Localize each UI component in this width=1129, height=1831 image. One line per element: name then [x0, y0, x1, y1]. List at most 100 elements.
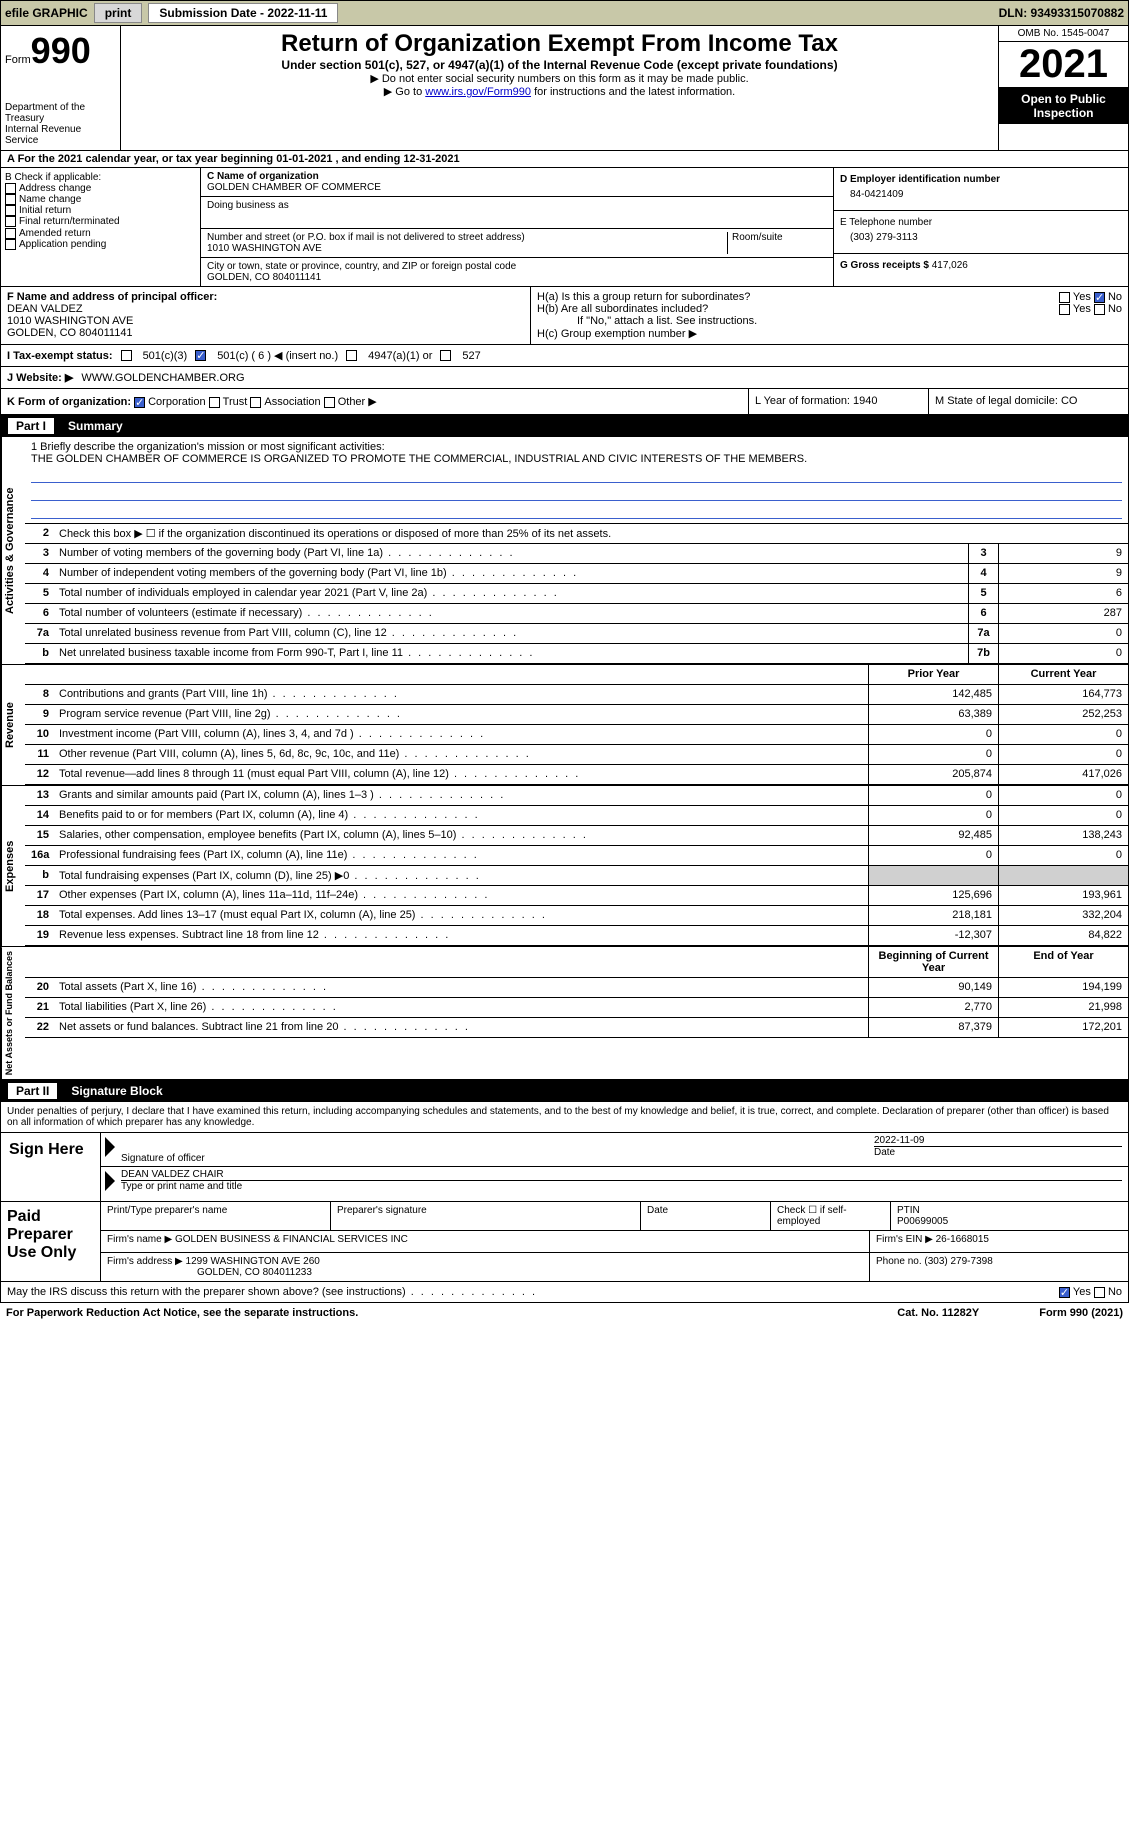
discuss-no[interactable]	[1094, 1287, 1105, 1298]
data-row: bTotal fundraising expenses (Part IX, co…	[25, 866, 1128, 886]
irs-link[interactable]: www.irs.gov/Form990	[425, 86, 531, 98]
tax-year: 2021	[999, 42, 1128, 88]
sig-name: DEAN VALDEZ CHAIR	[121, 1169, 1122, 1180]
c-name-row: C Name of organization GOLDEN CHAMBER OF…	[201, 168, 833, 197]
part2-title: Signature Block	[71, 1084, 162, 1098]
data-row: 8Contributions and grants (Part VIII, li…	[25, 685, 1128, 705]
section-fgh: F Name and address of principal officer:…	[0, 287, 1129, 345]
b-opt-3: Final return/terminated	[5, 216, 196, 227]
vtab-activities: Activities & Governance	[1, 437, 25, 664]
dept-treasury: Department of the Treasury	[5, 102, 116, 124]
print-button[interactable]: print	[94, 3, 143, 23]
discuss-yes[interactable]	[1059, 1287, 1070, 1298]
mission-box: 1 Briefly describe the organization's mi…	[25, 437, 1128, 524]
part1-label: Part I	[8, 418, 54, 434]
hb-no[interactable]	[1094, 304, 1105, 315]
officer-name: DEAN VALDEZ	[7, 303, 524, 315]
preparer-grid: Paid Preparer Use Only Print/Type prepar…	[0, 1202, 1129, 1282]
expenses-section: Expenses 13Grants and similar amounts pa…	[0, 786, 1129, 947]
activities-section: Activities & Governance 1 Briefly descri…	[0, 437, 1129, 665]
prep-h2: Preparer's signature	[331, 1202, 641, 1230]
data-row: 21Total liabilities (Part X, line 26)2,7…	[25, 998, 1128, 1018]
row-a: A For the 2021 calendar year, or tax yea…	[0, 151, 1129, 168]
website: WWW.GOLDENCHAMBER.ORG	[81, 372, 244, 384]
header-right: OMB No. 1545-0047 2021 Open to Public In…	[998, 26, 1128, 150]
chk-assoc[interactable]	[250, 397, 261, 408]
vtab-expenses: Expenses	[1, 786, 25, 946]
ha-yes[interactable]	[1059, 292, 1070, 303]
subdate-label: Submission Date -	[159, 6, 267, 20]
chk-501c[interactable]	[195, 350, 206, 361]
firm-addr-label: Firm's address ▶	[107, 1256, 186, 1267]
part1-title: Summary	[68, 419, 123, 433]
activity-row: 2Check this box ▶ ☐ if the organization …	[25, 524, 1128, 544]
sig-officer-label: Signature of officer	[115, 1133, 868, 1166]
dba-label: Doing business as	[207, 200, 827, 211]
checkbox-final[interactable]	[5, 216, 16, 227]
chk-trust[interactable]	[209, 397, 220, 408]
netassets-section: Net Assets or Fund Balances Beginning of…	[0, 947, 1129, 1080]
form-number: 990	[31, 30, 91, 71]
gross-value: 417,026	[932, 260, 968, 271]
form-title: Return of Organization Exempt From Incom…	[125, 30, 994, 58]
firm-ein-label: Firm's EIN ▶	[876, 1234, 936, 1245]
d-gross-row: G Gross receipts $ 417,026	[834, 254, 1128, 277]
prep-h1: Print/Type preparer's name	[101, 1202, 331, 1230]
preparer-label: Paid Preparer Use Only	[1, 1202, 101, 1281]
firm-addr2: GOLDEN, CO 804011233	[107, 1267, 863, 1278]
addr-label: Number and street (or P.O. box if mail i…	[207, 232, 727, 243]
data-row: 20Total assets (Part X, line 16)90,14919…	[25, 978, 1128, 998]
mission-text: THE GOLDEN CHAMBER OF COMMERCE IS ORGANI…	[31, 453, 1122, 465]
topbar: efile GRAPHIC print Submission Date - 20…	[0, 0, 1129, 26]
checkbox-amended[interactable]	[5, 228, 16, 239]
checkbox-initial[interactable]	[5, 205, 16, 216]
efile-label: efile GRAPHIC	[5, 6, 88, 20]
chk-corp[interactable]	[134, 397, 145, 408]
dln: DLN: 93493315070882	[999, 6, 1124, 20]
hb-note: If "No," attach a list. See instructions…	[537, 315, 1122, 327]
c-city-row: City or town, state or province, country…	[201, 258, 833, 286]
footer: For Paperwork Reduction Act Notice, see …	[0, 1303, 1129, 1323]
mission-q: 1 Briefly describe the organization's mi…	[31, 441, 1122, 453]
firm-ein: 26-1668015	[936, 1234, 989, 1245]
data-row: 15Salaries, other compensation, employee…	[25, 826, 1128, 846]
j-label: J Website: ▶	[7, 371, 73, 384]
row-klm: K Form of organization: Corporation Trus…	[0, 389, 1129, 415]
k-section: K Form of organization: Corporation Trus…	[1, 389, 748, 414]
org-name: GOLDEN CHAMBER OF COMMERCE	[207, 182, 827, 193]
org-city: GOLDEN, CO 804011141	[207, 272, 827, 283]
hc-label: H(c) Group exemption number ▶	[537, 327, 1122, 340]
paperwork-notice: For Paperwork Reduction Act Notice, see …	[6, 1307, 358, 1319]
form-subtitle: Under section 501(c), 527, or 4947(a)(1)…	[125, 58, 994, 72]
data-row: 9Program service revenue (Part VIII, lin…	[25, 705, 1128, 725]
hb-yes[interactable]	[1059, 304, 1070, 315]
revenue-section: Revenue Prior Year Current Year 8Contrib…	[0, 665, 1129, 786]
checkbox-name[interactable]	[5, 194, 16, 205]
chk-other[interactable]	[324, 397, 335, 408]
row-j: J Website: ▶ WWW.GOLDENCHAMBER.ORG	[0, 367, 1129, 389]
activity-row: 7aTotal unrelated business revenue from …	[25, 624, 1128, 644]
ha-no[interactable]	[1094, 292, 1105, 303]
chk-527[interactable]	[440, 350, 451, 361]
sig-arrow-2	[101, 1167, 115, 1201]
vtab-revenue: Revenue	[1, 665, 25, 785]
k-label: K Form of organization:	[7, 396, 131, 408]
d-ein-row: D Employer identification number 84-0421…	[834, 168, 1128, 211]
prior-year-header: Prior Year	[868, 665, 998, 684]
d-phone-row: E Telephone number (303) 279-3113	[834, 211, 1128, 254]
activity-row: 6Total number of volunteers (estimate if…	[25, 604, 1128, 624]
b-opt-1: Name change	[5, 194, 196, 205]
sig-arrow-1	[101, 1133, 115, 1166]
checkbox-address[interactable]	[5, 183, 16, 194]
part2-header: Part II Signature Block	[0, 1080, 1129, 1102]
data-row: 10Investment income (Part VIII, column (…	[25, 725, 1128, 745]
chk-501c3[interactable]	[121, 350, 132, 361]
note2-pre: ▶ Go to	[384, 86, 425, 98]
col-header-row: Prior Year Current Year	[25, 665, 1128, 685]
row-i: I Tax-exempt status: 501(c)(3) 501(c) ( …	[0, 345, 1129, 367]
activity-row: bNet unrelated business taxable income f…	[25, 644, 1128, 664]
hb-label: H(b) Are all subordinates included?	[537, 303, 708, 315]
chk-4947[interactable]	[346, 350, 357, 361]
section-bcd: B Check if applicable: Address change Na…	[0, 168, 1129, 287]
checkbox-pending[interactable]	[5, 239, 16, 250]
